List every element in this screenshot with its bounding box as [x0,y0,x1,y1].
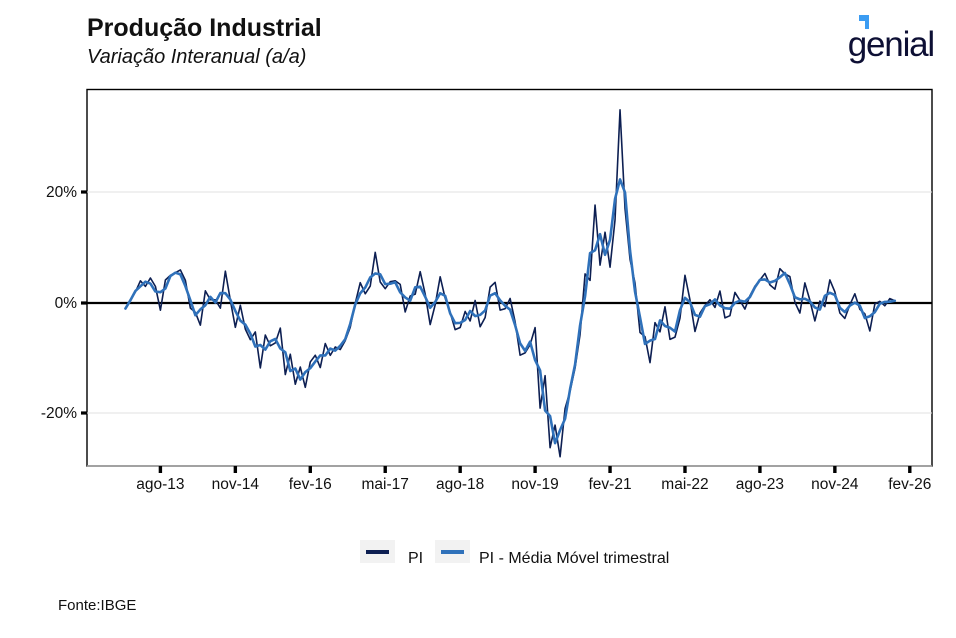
svg-text:fev-21: fev-21 [588,476,631,493]
svg-text:ago-23: ago-23 [736,476,784,493]
svg-text:mai-17: mai-17 [362,476,409,493]
svg-text:nov-14: nov-14 [212,476,260,493]
svg-text:fev-26: fev-26 [888,476,931,493]
svg-text:fev-16: fev-16 [289,476,332,493]
svg-text:-20%: -20% [41,405,77,422]
svg-text:ago-18: ago-18 [436,476,484,493]
svg-text:nov-24: nov-24 [811,476,859,493]
svg-text:20%: 20% [46,184,77,201]
svg-text:mai-22: mai-22 [661,476,708,493]
svg-text:ago-13: ago-13 [136,476,184,493]
svg-text:0%: 0% [55,295,78,312]
svg-text:nov-19: nov-19 [511,476,558,493]
